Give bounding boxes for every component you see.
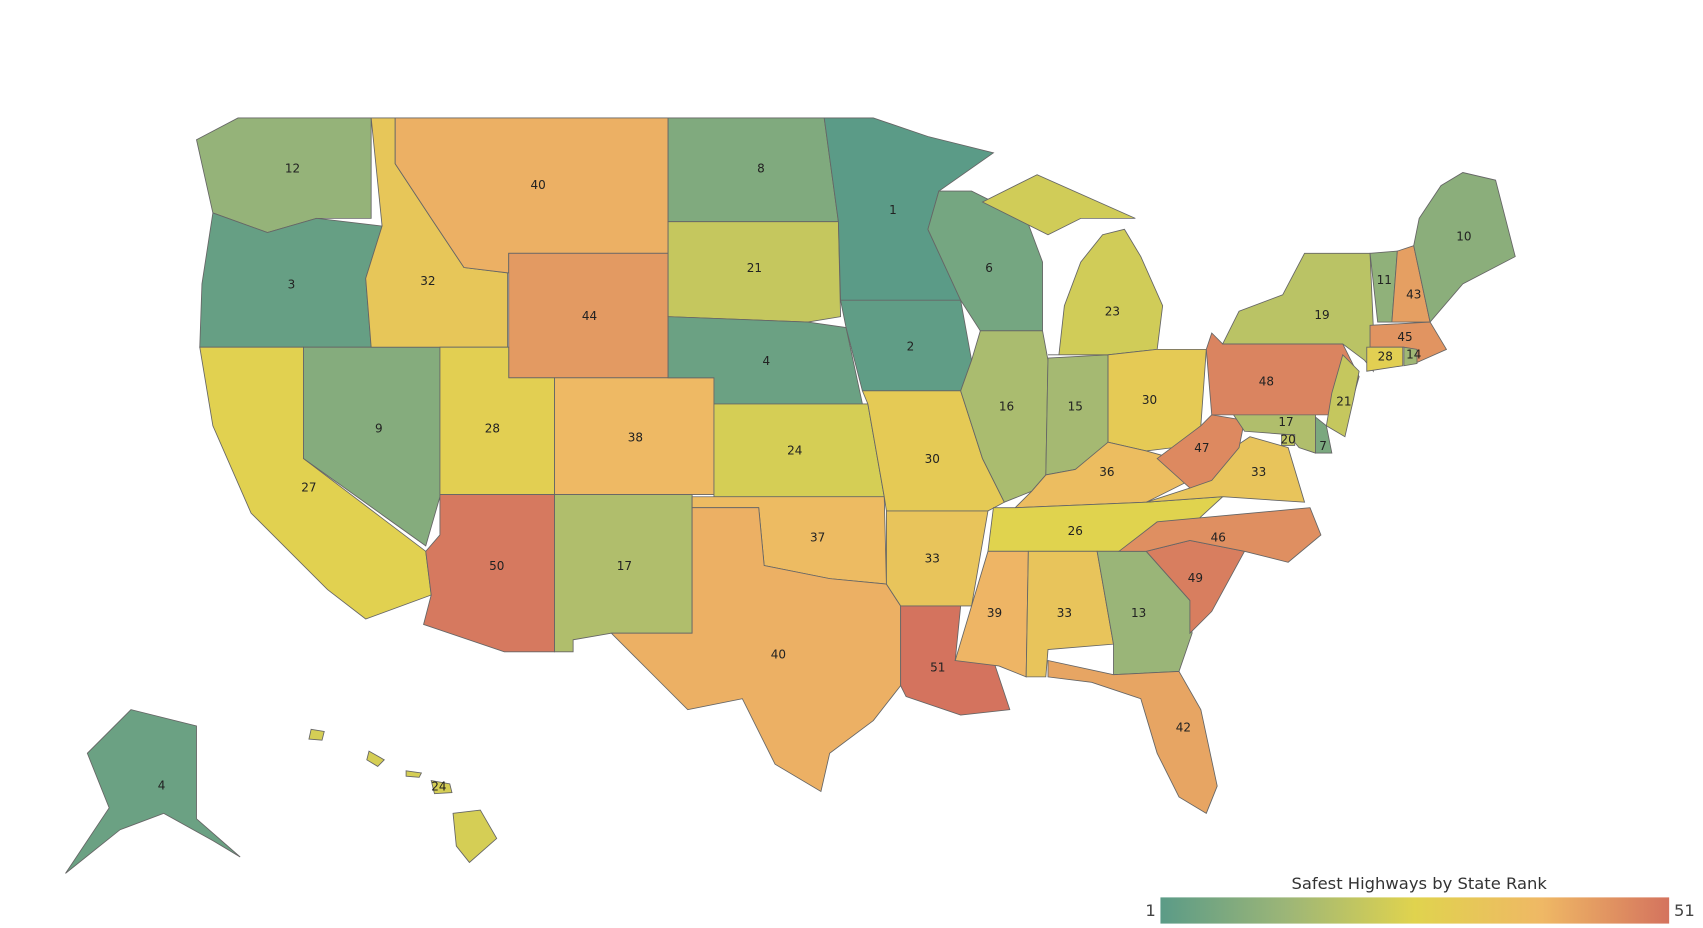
state-label: 12: [285, 162, 300, 176]
state-label: 2: [907, 340, 915, 354]
state-label: 26: [1068, 524, 1083, 538]
state-label: 43: [1406, 287, 1421, 301]
state-label: 30: [1142, 393, 1157, 407]
state-label: 27: [301, 481, 316, 495]
state-label: 19: [1314, 308, 1329, 322]
state: [1156, 414, 1246, 489]
state: [1221, 252, 1374, 373]
state-label: 9: [375, 422, 383, 436]
state-label: 45: [1397, 330, 1412, 344]
state: [366, 750, 385, 767]
legend-ramp: [1160, 897, 1670, 924]
state-label: 17: [617, 559, 632, 573]
state-label: 44: [582, 309, 597, 323]
legend-max: 51: [1674, 901, 1695, 920]
state: [423, 494, 556, 653]
state-label: 51: [930, 661, 945, 675]
state-label: 38: [628, 430, 643, 444]
state-label: 48: [1259, 375, 1274, 389]
state-label: 15: [1068, 400, 1083, 414]
state: [430, 780, 453, 795]
state: [1048, 228, 1164, 356]
state-label: 39: [987, 606, 1002, 620]
state-label: 40: [771, 648, 786, 662]
state-label: 30: [925, 452, 940, 466]
state-label: 24: [431, 780, 446, 794]
state: [1117, 507, 1322, 563]
state-label: 40: [531, 178, 546, 192]
state: [667, 221, 842, 323]
state-label: 33: [1057, 606, 1072, 620]
state: [610, 507, 902, 793]
state-label: 11: [1377, 273, 1392, 287]
state-label: 23: [1105, 305, 1120, 319]
state-label: 28: [485, 422, 500, 436]
state-label: 10: [1456, 229, 1471, 243]
state-label: 4: [158, 779, 166, 793]
state: [1281, 434, 1296, 446]
state: [960, 330, 1049, 503]
legend-min: 1: [1145, 901, 1155, 920]
state-label: 33: [925, 551, 940, 565]
state: [196, 117, 372, 234]
state-label: 14: [1406, 347, 1421, 361]
state-label: 16: [999, 400, 1014, 414]
state-label: 33: [1251, 465, 1266, 479]
state: [308, 728, 325, 741]
state-label: 6: [985, 261, 993, 275]
state: [1403, 346, 1418, 367]
state-label: 42: [1176, 721, 1191, 735]
state-label: 7: [1319, 439, 1327, 453]
state: [667, 117, 839, 223]
state: [981, 174, 1136, 236]
state-label: 28: [1378, 350, 1393, 364]
state-label: 8: [757, 162, 765, 176]
state: [1413, 172, 1516, 324]
state-label: 32: [420, 274, 435, 288]
state-label: 36: [1099, 465, 1114, 479]
state: [65, 709, 241, 874]
state-label: 50: [489, 559, 504, 573]
legend-title: Safest Highways by State Rank: [1291, 874, 1547, 893]
state-label: 37: [810, 531, 825, 545]
state-label: 1: [889, 203, 897, 217]
state: [1325, 353, 1360, 438]
state-label: 3: [288, 277, 296, 291]
state: [554, 494, 693, 653]
state-label: 21: [1336, 394, 1351, 408]
state-label: 17: [1278, 415, 1293, 429]
state-label: 24: [787, 443, 802, 457]
legend: Safest Highways by State Rank 1 51: [1145, 874, 1695, 924]
state-label: 47: [1194, 441, 1209, 455]
state: [1366, 346, 1404, 372]
state: [1047, 659, 1218, 814]
state-label: 4: [763, 354, 771, 368]
state: [405, 770, 423, 778]
state-label: 20: [1281, 432, 1296, 446]
state-label: 46: [1211, 531, 1226, 545]
state: [452, 809, 498, 864]
state-label: 49: [1188, 571, 1203, 585]
state-label: 21: [747, 261, 762, 275]
state-label: 13: [1131, 606, 1146, 620]
state: [1232, 414, 1316, 454]
